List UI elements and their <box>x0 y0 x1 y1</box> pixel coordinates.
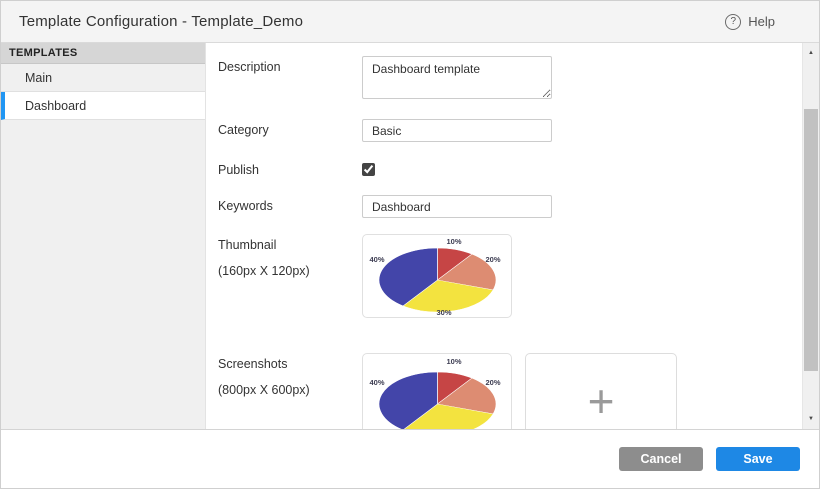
thumbnail-label-text: Thumbnail <box>218 238 277 252</box>
pie-slice-40 <box>378 247 438 307</box>
pie-slice-20 <box>436 377 497 415</box>
scrollbar-thumb[interactable] <box>804 109 818 371</box>
pie-label-20: 20% <box>485 255 500 264</box>
scroll-up-icon[interactable]: ▲ <box>808 50 814 56</box>
scroll-down-icon[interactable]: ▼ <box>808 416 814 422</box>
help-button[interactable]: ? Help <box>725 13 775 30</box>
thumbnail-row: Thumbnail (160px X 120px) 10% 20% 30% <box>218 234 802 318</box>
add-screenshot-button[interactable]: + <box>525 353 677 429</box>
vertical-scrollbar[interactable]: ▲ ▼ <box>802 43 819 429</box>
pie-slice-40 <box>378 371 438 429</box>
dialog-title: Template Configuration - Template_Demo <box>19 13 304 30</box>
thumbnail-label: Thumbnail (160px X 120px) <box>218 234 362 278</box>
sidebar-item-dashboard[interactable]: Dashboard <box>1 92 205 120</box>
sidebar-item-main[interactable]: Main <box>1 64 205 92</box>
plus-icon: + <box>587 374 615 427</box>
help-icon: ? <box>725 13 742 30</box>
publish-label: Publish <box>218 163 259 177</box>
pie-label-10: 10% <box>446 357 461 366</box>
thumbnail-size-hint: (160px X 120px) <box>218 264 310 278</box>
form-panel: Description Dashboard template Category … <box>206 43 802 429</box>
pie-label-40: 40% <box>369 378 384 387</box>
screenshots-label-text: Screenshots <box>218 357 288 371</box>
keywords-label: Keywords <box>218 199 273 213</box>
publish-checkbox[interactable] <box>362 163 375 176</box>
screenshot-pie-chart: 10% 20% 40% <box>369 357 501 429</box>
screenshots-row: Screenshots (800px X 600px) 10% 20% 40% <box>218 353 802 429</box>
screenshots-size-hint: (800px X 600px) <box>218 383 310 397</box>
screenshots-label: Screenshots (800px X 600px) <box>218 353 362 397</box>
screenshot-image[interactable]: 10% 20% 40% <box>362 353 512 429</box>
pie-slice-20 <box>436 253 497 291</box>
thumbnail-image[interactable]: 10% 20% 30% 40% <box>362 234 512 318</box>
description-textarea[interactable]: Dashboard template <box>362 56 552 99</box>
save-button[interactable]: Save <box>716 447 800 471</box>
dialog-header: Template Configuration - Template_Demo ?… <box>1 1 819 43</box>
sidebar-header: TEMPLATES <box>1 43 205 64</box>
pie-slice-30 <box>402 279 494 313</box>
pie-label-40: 40% <box>369 255 384 264</box>
pie-label-20: 20% <box>485 378 500 387</box>
help-label: Help <box>748 14 775 29</box>
dialog-body: TEMPLATES Main Dashboard Description Das… <box>1 43 819 429</box>
category-label: Category <box>218 123 269 137</box>
keywords-row: Keywords <box>218 195 802 218</box>
thumbnail-pie-chart: 10% 20% 30% 40% <box>369 237 500 317</box>
category-input[interactable] <box>362 119 552 142</box>
cancel-button[interactable]: Cancel <box>619 447 703 471</box>
description-row: Description Dashboard template <box>218 56 802 99</box>
pie-label-10: 10% <box>446 237 461 246</box>
pie-slice-30 <box>403 403 494 429</box>
publish-row: Publish <box>218 159 802 177</box>
category-row: Category <box>218 119 802 142</box>
description-label: Description <box>218 60 281 74</box>
sidebar: TEMPLATES Main Dashboard <box>1 43 206 429</box>
pie-label-30: 30% <box>436 308 451 317</box>
keywords-input[interactable] <box>362 195 552 218</box>
dialog-footer: Cancel Save <box>1 429 819 488</box>
